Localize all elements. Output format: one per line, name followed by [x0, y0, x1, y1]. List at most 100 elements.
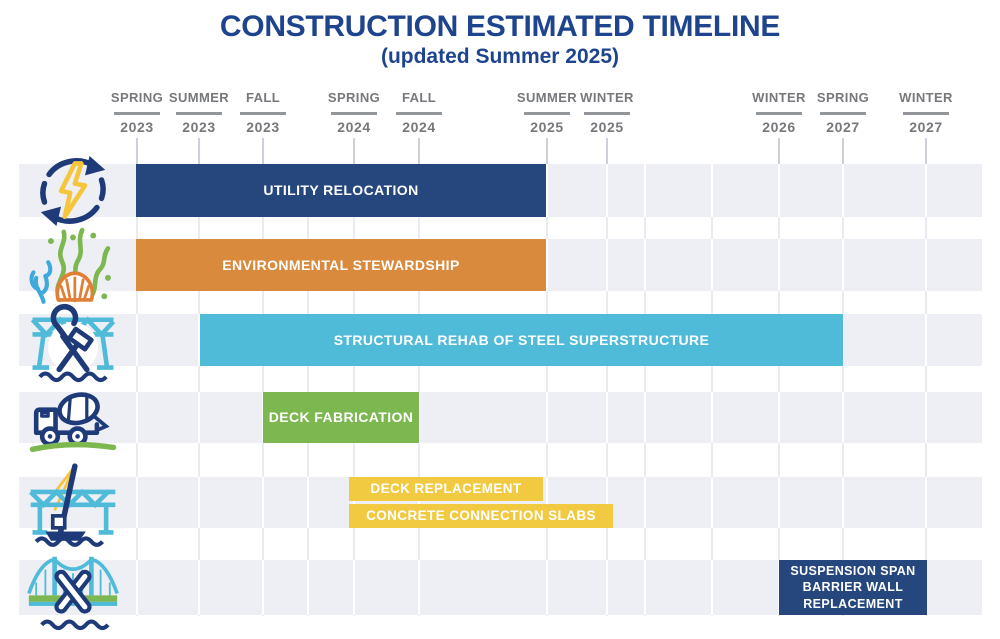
gridline [198, 164, 200, 616]
axis-tick [418, 138, 420, 164]
row-gridline [606, 560, 608, 615]
timeline-row: SUSPENSION SPAN BARRIER WALL REPLACEMENT [19, 560, 982, 615]
row-gridline [778, 239, 780, 291]
row-gridline [842, 314, 844, 366]
axis-year-label: 2023 [246, 119, 280, 135]
timeline-row: ENVIRONMENTAL STEWARDSHIP [19, 239, 982, 291]
axis-season-label: FALL [245, 90, 281, 105]
task-bar: DECK REPLACEMENT [349, 477, 543, 501]
crane-barge-icon [27, 457, 119, 549]
axis-underline [114, 112, 160, 115]
page-title: CONSTRUCTION ESTIMATED TIMELINE [219, 10, 781, 43]
axis-underline [331, 112, 377, 115]
task-bar-label: ENVIRONMENTAL STEWARDSHIP [222, 256, 460, 273]
row-gridline [418, 560, 420, 615]
row-gridline [644, 392, 646, 443]
row-gridline [606, 164, 608, 217]
task-bar: ENVIRONMENTAL STEWARDSHIP [136, 239, 546, 291]
task-bar-label: SUSPENSION SPAN BARRIER WALL REPLACEMENT [790, 564, 916, 611]
axis-tick [606, 138, 608, 164]
axis-season-label: SUMMER [168, 90, 230, 105]
axis-tick [842, 138, 844, 164]
row-gridline [198, 314, 200, 366]
row-gridline [842, 477, 844, 528]
axis-year-label: 2023 [120, 119, 154, 135]
row-gridline [353, 477, 355, 528]
row-gridline [644, 560, 646, 615]
marine-environment-icon [27, 219, 119, 311]
gridline [307, 164, 309, 616]
task-bar: STRUCTURAL REHAB OF STEEL SUPERSTRUCTURE [200, 314, 843, 366]
row-gridline [353, 560, 355, 615]
axis-tick [546, 138, 548, 164]
axis-season-label: SPRING [327, 90, 381, 105]
gridline [925, 164, 927, 616]
axis-season-label: WINTER [752, 90, 806, 105]
timeline-row: STRUCTURAL REHAB OF STEEL SUPERSTRUCTURE [19, 314, 982, 366]
row-gridline [418, 477, 420, 528]
axis-year-label: 2027 [826, 119, 860, 135]
axis-underline [396, 112, 442, 115]
axis-season-label: FALL [401, 90, 437, 105]
row-gridline [262, 560, 264, 615]
axis-year-label: 2025 [530, 119, 564, 135]
row-gridline [546, 560, 548, 615]
row-gridline [711, 477, 713, 528]
row-gridline [778, 477, 780, 528]
row-gridline [546, 239, 548, 291]
row-gridline [778, 392, 780, 443]
row-gridline [136, 560, 138, 615]
row-gridline [546, 164, 548, 217]
row-gridline [842, 164, 844, 217]
row-gridline [925, 164, 927, 217]
row-gridline [546, 392, 548, 443]
utility-cycle-icon [27, 145, 119, 237]
axis-underline [820, 112, 866, 115]
row-gridline [778, 164, 780, 217]
timeline-row: DECK REPLACEMENT CONCRETE CONNECTION SLAB… [19, 477, 982, 528]
row-gridline [842, 239, 844, 291]
row-gridline [136, 314, 138, 366]
axis-underline [524, 112, 570, 115]
axis-tick [136, 138, 138, 164]
gridline [418, 164, 420, 616]
row-gridline [711, 392, 713, 443]
axis-underline [756, 112, 802, 115]
page-subtitle: (updated Summer 2025) [380, 45, 620, 68]
axis-season-label: WINTER [580, 90, 634, 105]
timeline-row: DECK FABRICATION [19, 392, 982, 443]
timeline-row: UTILITY RELOCATION [19, 164, 982, 217]
task-bar-label: DECK REPLACEMENT [370, 481, 522, 497]
task-bar-label: UTILITY RELOCATION [263, 182, 419, 199]
gridline [606, 164, 608, 616]
axis-tick [262, 138, 264, 164]
axis-underline [903, 112, 949, 115]
gridline [262, 164, 264, 616]
task-bar-label: DECK FABRICATION [268, 409, 414, 426]
row-gridline [546, 477, 548, 528]
axis-underline [176, 112, 222, 115]
row-gridline [307, 560, 309, 615]
row-gridline [925, 477, 927, 528]
axis-underline [240, 112, 286, 115]
axis-tick [198, 138, 200, 164]
gridline [546, 164, 548, 616]
axis-season-label: SPRING [816, 90, 870, 105]
row-gridline [644, 477, 646, 528]
row-gridline [711, 239, 713, 291]
gridline [842, 164, 844, 616]
task-bar-label: CONCRETE CONNECTION SLABS [366, 508, 596, 524]
gridline [136, 164, 138, 616]
row-gridline [198, 477, 200, 528]
gridline [778, 164, 780, 616]
gridline [644, 164, 646, 616]
row-gridline [644, 164, 646, 217]
axis-tick [925, 138, 927, 164]
row-gridline [198, 560, 200, 615]
suspension-bridge-tools-icon [27, 542, 119, 634]
row-gridline [136, 392, 138, 443]
row-gridline [606, 239, 608, 291]
task-bar: SUSPENSION SPAN BARRIER WALL REPLACEMENT [779, 560, 927, 615]
